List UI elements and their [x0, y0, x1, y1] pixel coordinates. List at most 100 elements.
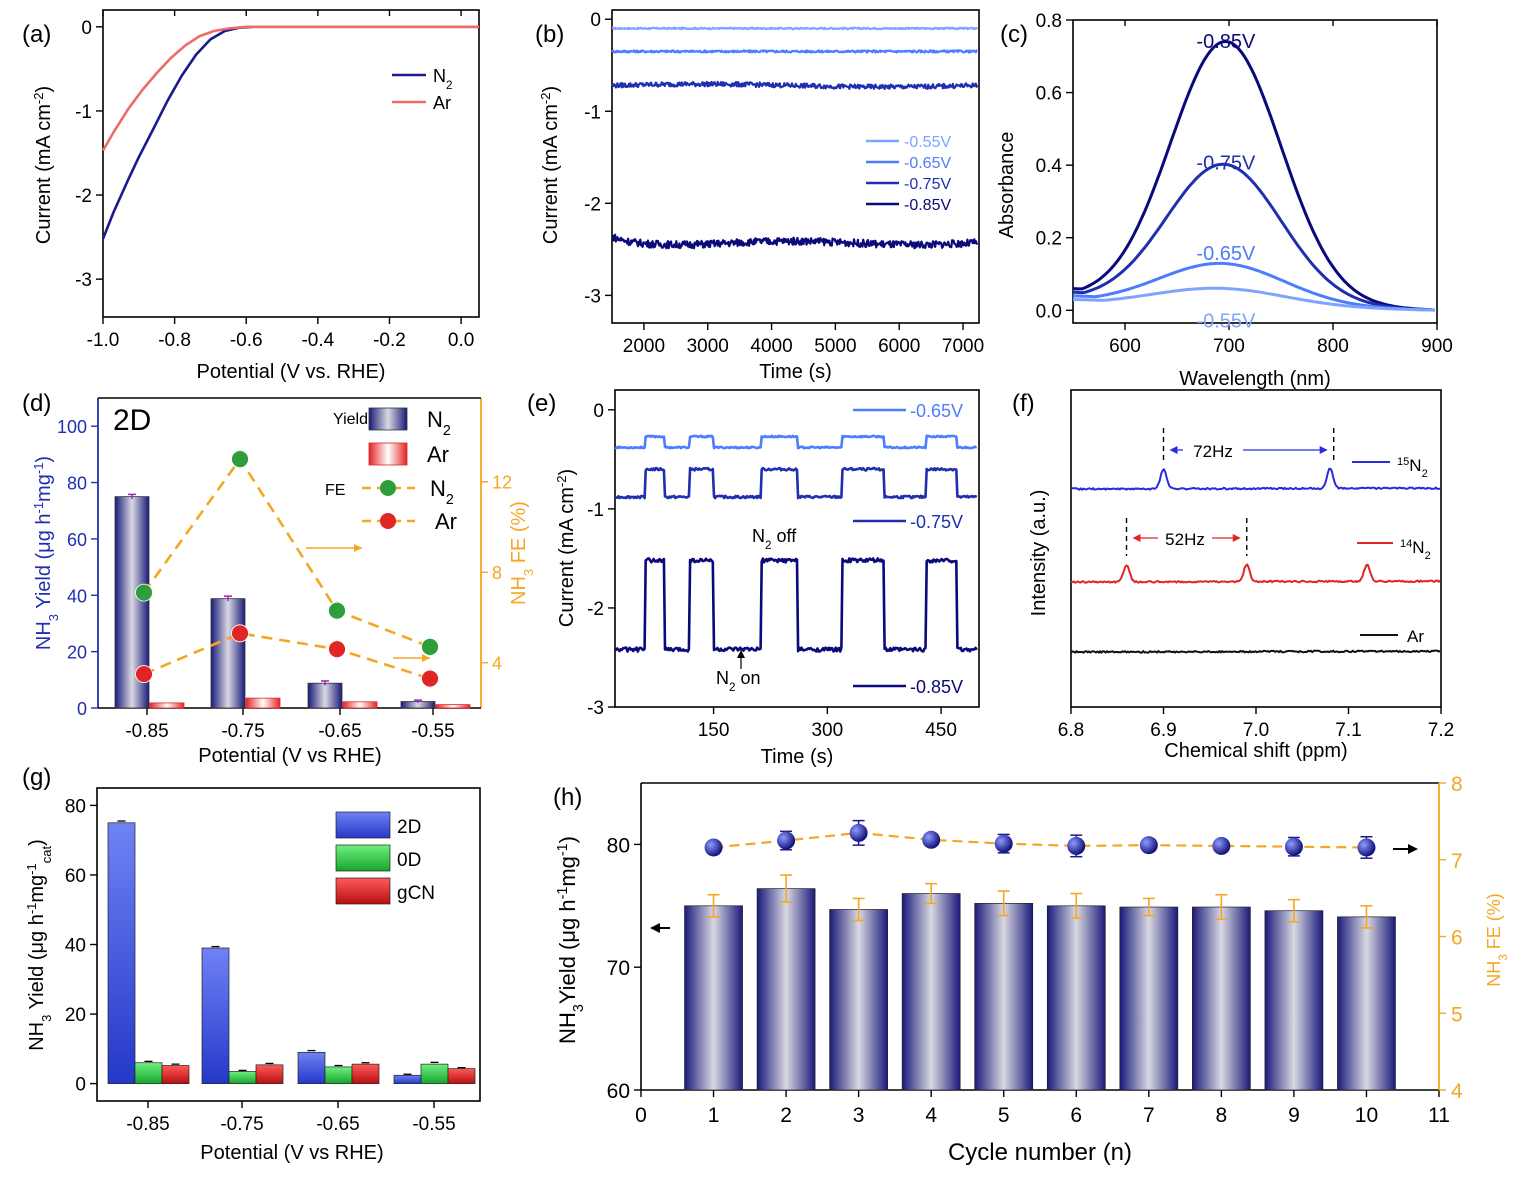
x-tick-label: 2	[780, 1104, 792, 1127]
y-axis-label: Current (mA cm-2)	[31, 86, 56, 244]
legend-label: N2	[430, 476, 454, 508]
text-part: 14	[1400, 538, 1412, 550]
y-tick-label: -1	[584, 102, 601, 123]
bar-0D	[420, 1063, 449, 1084]
y-tick-label: 80	[67, 474, 87, 494]
bar-0D	[324, 1066, 353, 1084]
x-tick-label: 900	[1421, 336, 1453, 357]
series-line--0.75V	[610, 80, 979, 91]
x-tick-label: 7.2	[1428, 720, 1454, 741]
panel-label: (g)	[22, 764, 51, 791]
bar-ar	[342, 701, 378, 709]
y-tick-label-right: 6	[1451, 927, 1463, 950]
x-tick-label: 6.8	[1058, 720, 1084, 741]
arrow-head	[737, 650, 745, 658]
series-line-Ar	[1070, 649, 1441, 654]
text-part: mg	[33, 474, 55, 502]
y-axis-label: Absorbance	[996, 132, 1018, 239]
x-axis-title: Potential (V vs RHE)	[198, 745, 381, 767]
x-axis-title: Potential (V vs RHE)	[200, 1142, 383, 1164]
y-tick-label: 60	[67, 530, 87, 550]
annotation-n2-on: N2 on	[716, 668, 761, 694]
y-tick-label: 20	[67, 643, 87, 663]
y-tick-label: 0.6	[1036, 84, 1062, 105]
fe-line-Ar	[143, 631, 431, 680]
bar-n2	[307, 682, 343, 709]
text-part: NH	[508, 576, 530, 605]
bar-yield	[756, 888, 816, 1091]
y-tick-label-right: 5	[1451, 1003, 1463, 1026]
bar-2D	[201, 947, 230, 1084]
plot-frame	[614, 389, 980, 708]
text-part: NH	[1484, 961, 1504, 987]
text-part: Yield (μg h	[26, 914, 48, 1014]
text-part: FE (%)	[508, 501, 530, 569]
bar-ar	[245, 697, 281, 709]
y-tick-label: 0	[75, 1075, 86, 1096]
series-line--0.65V	[614, 434, 977, 450]
x-tick-label: 800	[1317, 336, 1349, 357]
y-tick-label: -2	[75, 186, 92, 207]
x-tick-label: 6.9	[1150, 720, 1176, 741]
y-tick-label: -2	[587, 599, 604, 620]
arrow-head	[1408, 844, 1418, 854]
y-tick-label: -3	[75, 270, 92, 291]
series-line--0.75V	[614, 466, 978, 500]
text-part: 3	[46, 614, 61, 621]
x-tick-label: -0.65	[316, 1114, 359, 1135]
y-axis-label: NH3 Yield (μg h-1mg-1cat)	[24, 839, 54, 1051]
arrow-head	[422, 654, 430, 662]
legend-marker	[380, 513, 396, 529]
series-line--0.55V	[611, 26, 979, 31]
legend-group: Yield	[333, 411, 368, 428]
y-tick-label: 80	[607, 834, 630, 857]
series-line--0.85V	[1072, 40, 1435, 312]
text-part: mg	[26, 875, 48, 903]
bar-2D	[393, 1074, 422, 1084]
y-tick-label: 0.2	[1036, 229, 1062, 250]
legend-label: -0.65V	[904, 155, 951, 172]
y-tick-label-right: 4	[492, 654, 502, 674]
x-tick-label: 7	[1143, 1104, 1155, 1127]
bar-yield	[1192, 906, 1251, 1091]
y-tick-label-right: 8	[492, 563, 502, 583]
fe-marker	[994, 834, 1013, 853]
x-tick-label: -0.65	[318, 721, 361, 742]
x-tick-label: 4000	[750, 336, 792, 357]
y-axis-title: Current (mA cm-2)	[538, 86, 563, 244]
y-axis-label: NH3Yield (μg h-1mg-1)	[555, 836, 587, 1044]
legend-marker	[380, 480, 396, 496]
y-tick-label-right: 8	[1451, 773, 1463, 796]
bar-gCN	[161, 1065, 190, 1084]
y-axis-title: NH3 Yield (μg h-1mg-1cat)	[24, 839, 54, 1051]
fe-marker	[328, 601, 346, 620]
fe-marker	[328, 640, 346, 659]
bar-ar	[149, 702, 185, 709]
y-tick-label: -1	[587, 500, 604, 521]
curve-label: -0.55V	[1196, 310, 1256, 332]
text-part: 2	[729, 681, 736, 694]
fe-marker	[231, 624, 249, 643]
x-tick-label: 700	[1213, 336, 1245, 357]
legend-label: 2D	[397, 817, 421, 838]
text-part: Ar	[433, 93, 451, 113]
text-part: 3	[1497, 954, 1510, 961]
legend-swatch	[368, 442, 408, 466]
arrow-head	[1232, 534, 1241, 542]
legend-label: -0.75V	[904, 176, 951, 193]
plot-frame	[611, 9, 980, 324]
text-part: NH	[555, 1012, 580, 1044]
y-tick-label-right: 4	[1451, 1080, 1463, 1103]
fe-marker	[421, 638, 439, 656]
legend-label: -0.65V	[910, 401, 963, 421]
text-part: 3	[521, 569, 536, 576]
legend-label: Ar	[1407, 627, 1424, 646]
text-part: )	[33, 86, 55, 93]
text-part: 2	[1422, 468, 1428, 480]
y-tick-label: 0.0	[1036, 301, 1062, 322]
x-tick-label: 4	[925, 1104, 937, 1127]
y-axis-title-right: NH3 FE (%)	[508, 501, 536, 605]
